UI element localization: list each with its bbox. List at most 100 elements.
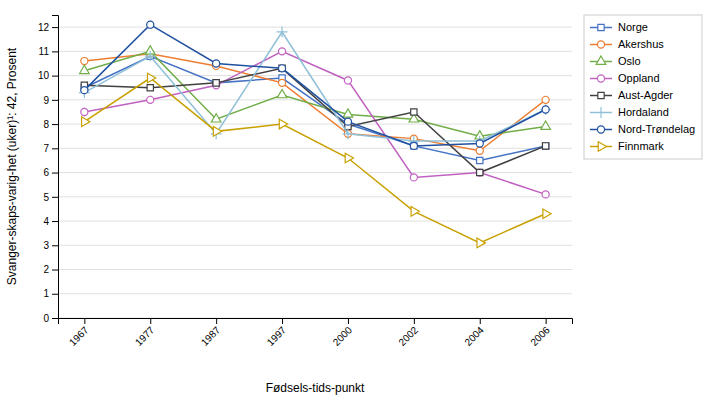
grid-line (58, 51, 572, 52)
tick-label: 1977 (133, 324, 157, 348)
marker (476, 169, 483, 176)
tick-mark (216, 318, 217, 324)
legend-symbol (596, 107, 607, 118)
grid-line (58, 221, 572, 222)
marker (411, 207, 419, 217)
marker (145, 51, 156, 62)
marker (410, 142, 417, 149)
series (79, 27, 551, 147)
tick-label: 6 (43, 167, 49, 178)
legend-label: Aust-Agder (618, 89, 673, 101)
marker (277, 27, 288, 38)
legend-symbol (597, 41, 604, 48)
series (82, 73, 552, 247)
axis-line (52, 16, 59, 319)
series (81, 53, 549, 164)
marker (147, 85, 153, 91)
marker (213, 127, 221, 137)
tick: 1987 (199, 318, 223, 348)
tick: 2 (43, 264, 58, 275)
legend-symbol (596, 56, 606, 64)
tick-label: 9 (43, 95, 49, 106)
marker (345, 153, 353, 163)
grid-line (58, 148, 572, 149)
marks (79, 21, 551, 248)
marker (279, 119, 287, 129)
grid (58, 27, 572, 318)
tick-mark (52, 318, 58, 319)
tick-mark (480, 318, 481, 324)
legend-symbol (598, 142, 606, 152)
line (84, 51, 545, 136)
grid-line (58, 172, 572, 173)
tick-mark (52, 148, 58, 149)
plot: 0123456789101112196719771987199720002002… (38, 16, 573, 348)
tick: 4 (43, 216, 58, 227)
y-axis: 0123456789101112 (38, 16, 59, 324)
grid-line (58, 27, 572, 28)
tick-mark (282, 318, 283, 324)
tick-label: 2006 (528, 324, 552, 348)
legend-label: Oppland (618, 72, 660, 84)
marker (343, 128, 354, 139)
legend-label: Norge (618, 21, 648, 33)
tick-mark (52, 245, 58, 246)
tick: 8 (43, 119, 58, 130)
legend-symbol (598, 24, 604, 30)
legend-label: Oslo (618, 55, 641, 67)
chart: 0123456789101112196719771987199720002002… (0, 0, 707, 400)
legend-label: Finnmark (618, 140, 664, 152)
marker (79, 87, 90, 98)
tick-mark (546, 318, 547, 324)
marker (279, 65, 285, 71)
legend-item: Akershus (590, 38, 664, 50)
marker (477, 238, 485, 248)
tick: 1 (43, 288, 58, 299)
tick: 11 (39, 46, 58, 57)
y-axis-title: Svanger-skaps-varig-het (uker)¹: 42, Pro… (5, 47, 19, 285)
marker (278, 48, 285, 55)
marker (477, 157, 483, 163)
tick-mark (52, 124, 58, 125)
marker (278, 79, 285, 86)
marker (147, 73, 155, 83)
tick-label: 2002 (396, 324, 420, 348)
marker (542, 143, 548, 149)
series (81, 48, 549, 198)
legend-symbol (597, 126, 604, 133)
x-axis-title: Fødsels-tids-punkt (266, 381, 365, 395)
marker (213, 80, 219, 86)
marker (542, 191, 549, 198)
tick: 6 (43, 167, 58, 178)
line (84, 25, 545, 146)
tick-label: 1 (43, 288, 49, 299)
tick-mark (414, 318, 415, 324)
tick-mark (52, 221, 58, 222)
marker (81, 57, 88, 64)
line (84, 54, 545, 151)
marker (540, 104, 551, 115)
tick-label: 0 (43, 313, 49, 324)
tick-mark (52, 197, 58, 198)
tick-label: 3 (43, 240, 49, 251)
marker (81, 87, 88, 94)
tick: 5 (43, 192, 58, 203)
legend-item: Oslo (590, 55, 641, 67)
marker (343, 109, 353, 117)
legend-item: Norge (590, 21, 648, 33)
tick-mark (52, 27, 58, 28)
marker (542, 96, 549, 103)
marker (80, 65, 90, 73)
tick-label: 10 (38, 70, 50, 81)
x-axis: 19671977198719972000200220042006 (59, 318, 573, 348)
axis-line (59, 319, 573, 325)
tick-mark (52, 270, 58, 271)
tick-label: 8 (43, 119, 49, 130)
tick: 2006 (528, 318, 552, 348)
marker (344, 118, 351, 125)
grid-line (58, 124, 572, 125)
tick-mark (52, 100, 58, 101)
legend-item: Hordaland (590, 106, 669, 118)
marker (542, 106, 549, 113)
marker (147, 96, 154, 103)
